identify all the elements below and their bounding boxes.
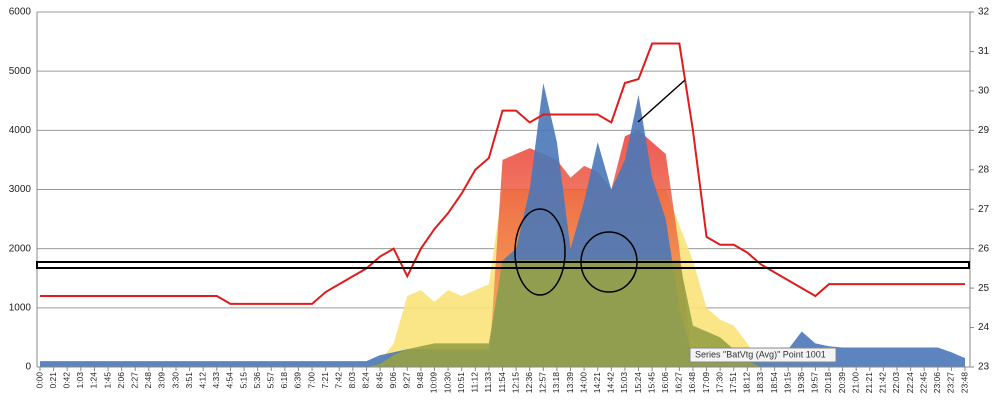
plot-area: 0 1000 2000 3000 4000 5000 6000 23 24 25 26 27 28 29 3… — [9, 7, 990, 394]
x-tick-label: 2:06 — [116, 372, 126, 389]
y2-tick-label: 25 — [978, 283, 990, 294]
x-tick-label: 14:42 — [606, 372, 616, 394]
x-tick-label: 14:00 — [578, 372, 588, 394]
x-tick-label: 1:03 — [75, 372, 85, 389]
x-tick-label: 22:03 — [891, 372, 901, 394]
y2-tick-label: 28 — [978, 164, 990, 175]
x-tick-label: 9:06 — [388, 372, 398, 389]
x-tick-label: 18:54 — [769, 372, 779, 394]
annotation-box — [36, 261, 970, 269]
y2-tick-label: 29 — [978, 125, 990, 136]
x-tick-label: 6:18 — [279, 372, 289, 389]
x-tick-label: 0:42 — [61, 372, 71, 389]
y-tick-label: 2000 — [9, 243, 32, 254]
x-tick-label: 2:27 — [129, 372, 139, 389]
x-tick-label: 6:39 — [293, 372, 303, 389]
x-tick-label: 1:24 — [89, 372, 99, 389]
x-tick-label: 23:48 — [959, 372, 969, 394]
y-tick-label: 4000 — [9, 125, 32, 136]
x-tick-label: 21:42 — [878, 372, 888, 394]
x-tick-label: 12:15 — [510, 372, 520, 394]
y-tick-label: 0 — [25, 362, 31, 373]
x-tick-label: 17:09 — [701, 372, 711, 394]
x-tick-label: 13:18 — [551, 372, 561, 394]
y2-tick-label: 24 — [978, 322, 990, 333]
x-tick-label: 16:06 — [660, 372, 670, 394]
area — [40, 130, 965, 367]
x-tick-label: 3:51 — [184, 372, 194, 389]
x-tick-label: 16:27 — [674, 372, 684, 394]
x-tick-label: 5:57 — [266, 372, 276, 389]
x-tick-label: 9:48 — [415, 372, 425, 389]
tooltip-box — [689, 347, 837, 363]
x-tick-label: 5:36 — [252, 372, 262, 389]
x-tick-label: 17:51 — [728, 372, 738, 394]
tooltip: Series "BatVtg (Avg)" Point 1001 — [695, 349, 826, 359]
x-tick-label: 10:51 — [456, 372, 466, 394]
x-tick-label: 12:36 — [524, 372, 534, 394]
y2-tick-label: 32 — [978, 7, 990, 18]
x-tick-label: 5:15 — [238, 372, 248, 389]
x-tick-label: 21:21 — [864, 372, 874, 394]
x-tick-label: 23:27 — [946, 372, 956, 394]
x-tick-label: 10:09 — [429, 372, 439, 394]
x-tick-label: 17:30 — [714, 372, 724, 394]
x-tick-label: 9:27 — [402, 372, 412, 389]
x-tick-label: 7:21 — [320, 372, 330, 389]
x-tick-label: 0:21 — [48, 372, 58, 389]
y2-tick-label: 23 — [978, 362, 990, 373]
x-tick-label: 0:00 — [34, 372, 44, 389]
x-tick-label: 11:54 — [497, 372, 507, 393]
x-tick-label: 1:45 — [102, 372, 112, 389]
y2-tick-label: 30 — [978, 86, 990, 97]
y-tick-label: 5000 — [9, 66, 32, 77]
y2-tick-label: 27 — [978, 204, 990, 215]
annotation-line — [637, 79, 686, 123]
annotation-ellipse — [580, 231, 638, 293]
x-tick-label: 7:00 — [306, 372, 316, 389]
x-tick-label: 19:36 — [796, 372, 806, 394]
x-tick-label: 20:39 — [837, 372, 847, 394]
x-tick-label: 14:21 — [592, 372, 602, 394]
x-tick-label: 13:39 — [565, 372, 575, 394]
y-tick-label: 6000 — [9, 7, 32, 18]
x-tick-label: 18:33 — [755, 372, 765, 394]
x-tick-label: 15:03 — [619, 372, 629, 394]
x-tick-label: 3:30 — [170, 372, 180, 389]
x-tick-label: 19:57 — [810, 372, 820, 394]
x-tick-label: 11:12 — [470, 372, 480, 393]
x-tick-label: 3:09 — [157, 372, 167, 389]
x-tick-label: 20:18 — [823, 372, 833, 394]
x-tick-label: 18:12 — [742, 372, 752, 394]
x-tick-label: 21:00 — [850, 372, 860, 394]
x-tick-label: 2:48 — [143, 372, 153, 389]
x-tick-label: 10:30 — [442, 372, 452, 394]
x-tick-label: 22:45 — [918, 372, 928, 394]
x-tick-label: 23:06 — [932, 372, 942, 394]
area — [40, 260, 965, 367]
x-tick-label: 4:54 — [225, 372, 235, 389]
y2-tick-label: 31 — [978, 46, 990, 57]
x-tick-label: 8:45 — [374, 372, 384, 389]
x-tick-label: 11:33 — [483, 372, 493, 393]
x-tick-label: 15:24 — [633, 372, 643, 394]
y-tick-label: 3000 — [9, 184, 32, 195]
x-tick-label: 12:57 — [538, 372, 548, 394]
x-tick-label: 22:24 — [905, 372, 915, 394]
y-tick-label: 1000 — [9, 302, 32, 313]
line — [40, 42, 965, 305]
x-tick-label: 15:45 — [646, 372, 656, 394]
x-tick-label: 19:15 — [782, 372, 792, 394]
x-tick-label: 4:33 — [211, 372, 221, 389]
x-tick-label: 8:03 — [347, 372, 357, 389]
annotation-ellipse — [514, 208, 566, 296]
x-tick-label: 16:48 — [687, 372, 697, 394]
y2-tick-label: 26 — [978, 243, 990, 254]
x-tick-label: 4:12 — [197, 372, 207, 389]
x-tick-label: 7:42 — [334, 372, 344, 389]
x-tick-label: 8:24 — [361, 372, 371, 389]
